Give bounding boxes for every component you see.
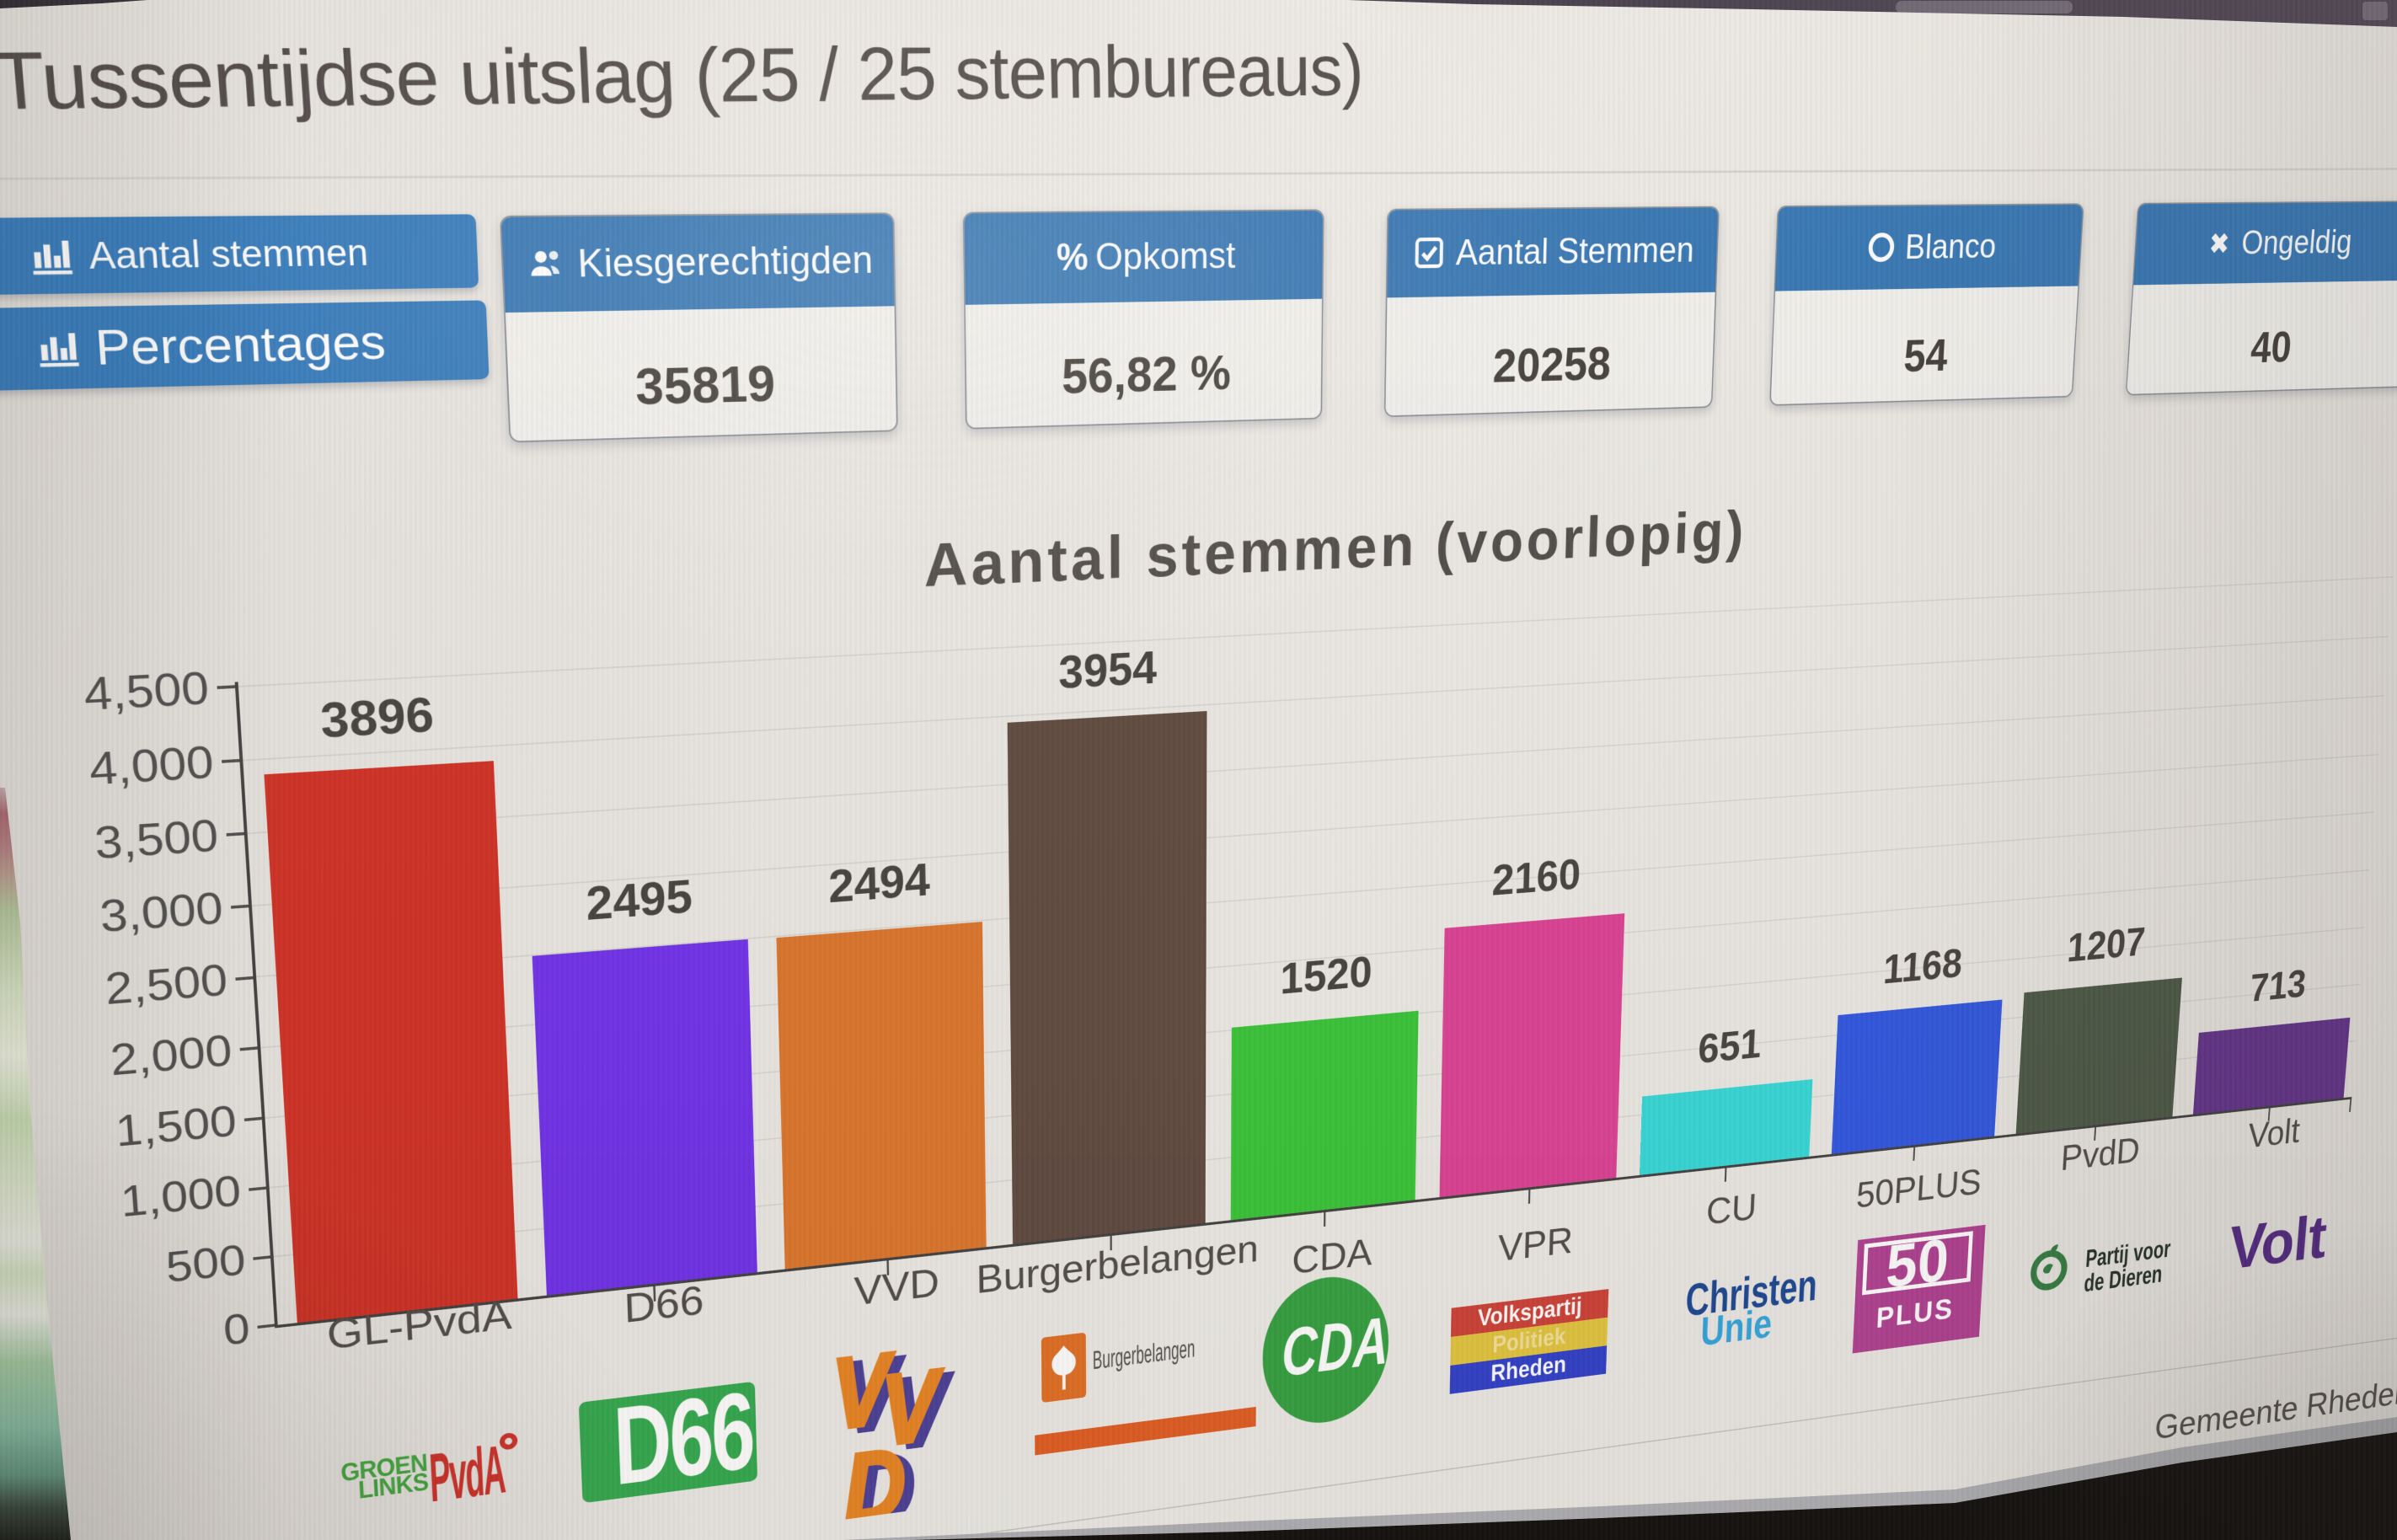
svg-text:V: V: [880, 1348, 944, 1467]
svg-text:V: V: [890, 1352, 954, 1470]
svg-text:V: V: [840, 1335, 906, 1454]
svg-text:V: V: [831, 1331, 896, 1450]
svg-text:D: D: [843, 1427, 907, 1521]
